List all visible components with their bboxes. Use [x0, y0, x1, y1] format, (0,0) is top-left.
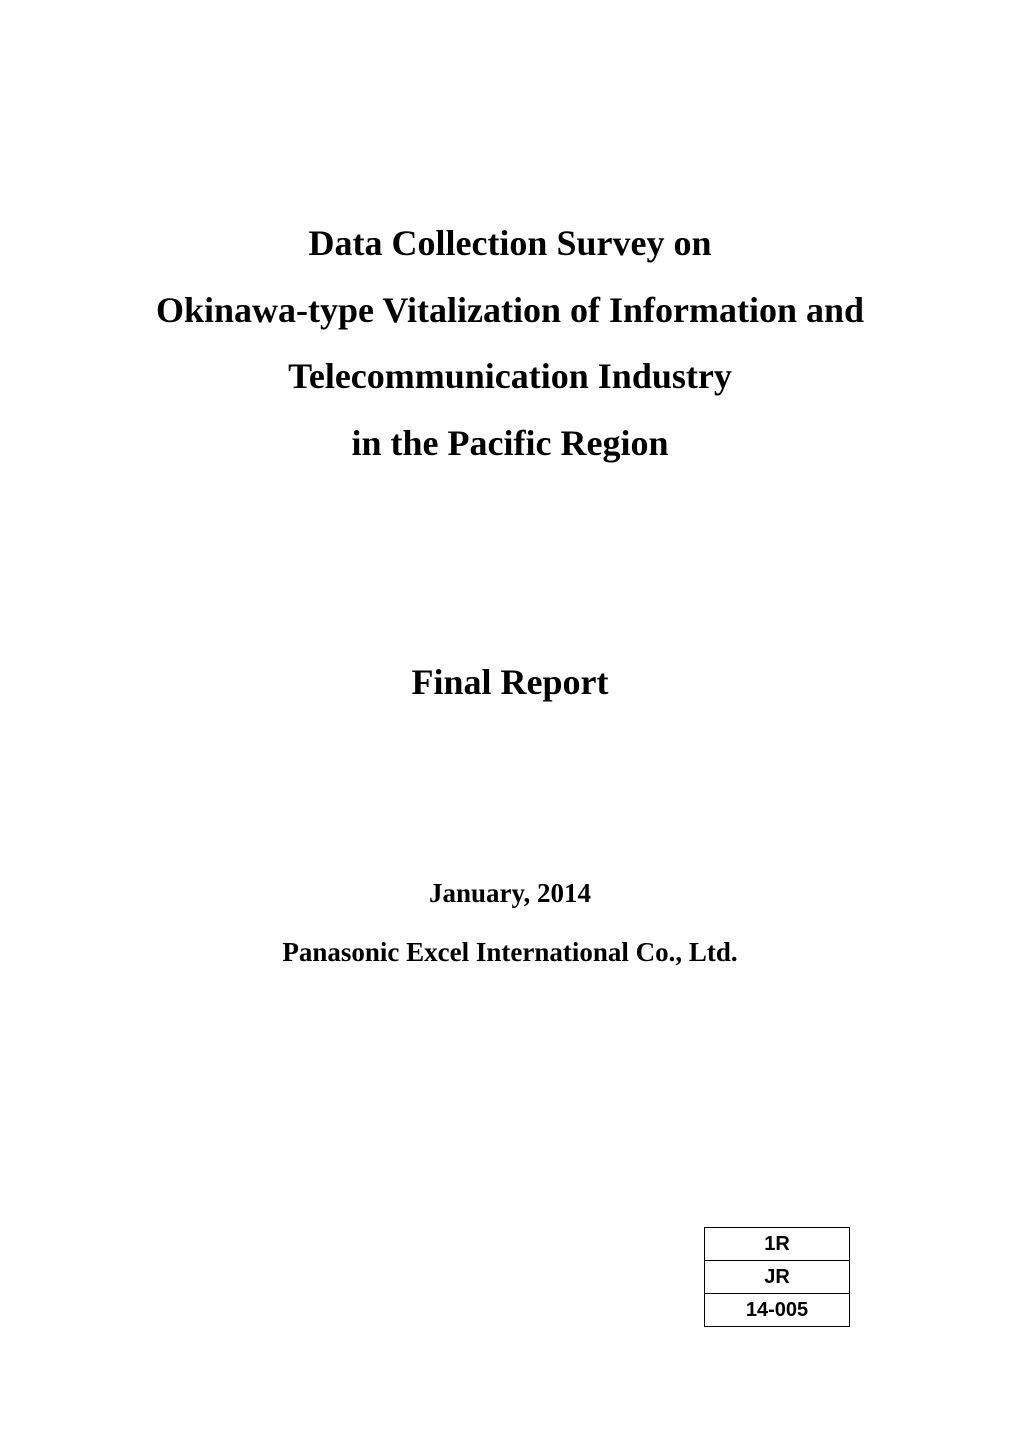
- code-row: JR: [705, 1261, 850, 1294]
- code-row: 14-005: [705, 1294, 850, 1327]
- title-line-3: Telecommunication Industry: [80, 343, 940, 410]
- meta-block: January, 2014 Panasonic Excel Internatio…: [80, 878, 940, 968]
- document-code-box: 1R JR 14-005: [704, 1227, 850, 1327]
- author-text: Panasonic Excel International Co., Ltd.: [80, 937, 940, 968]
- code-row: 1R: [705, 1228, 850, 1261]
- subtitle-text: Final Report: [80, 661, 940, 703]
- subtitle-block: Final Report: [80, 661, 940, 703]
- document-title-block: Data Collection Survey on Okinawa-type V…: [80, 210, 940, 476]
- date-text: January, 2014: [80, 878, 940, 909]
- title-line-4: in the Pacific Region: [80, 410, 940, 477]
- code-cell-1: 1R: [705, 1228, 850, 1261]
- code-cell-3: 14-005: [705, 1294, 850, 1327]
- title-line-1: Data Collection Survey on: [80, 210, 940, 277]
- title-line-2: Okinawa-type Vitalization of Information…: [80, 277, 940, 344]
- code-cell-2: JR: [705, 1261, 850, 1294]
